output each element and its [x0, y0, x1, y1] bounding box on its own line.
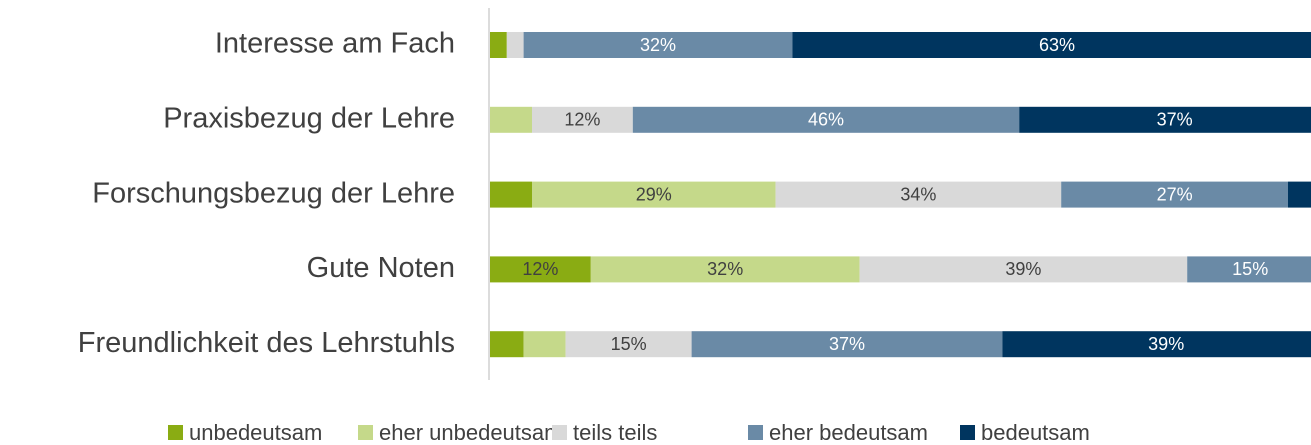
- value-label: 27%: [1157, 184, 1193, 204]
- legend-swatch: [358, 425, 373, 440]
- category-label: Praxisbezug der Lehre: [163, 102, 455, 134]
- bar-segment: [859, 256, 1188, 283]
- category-label: Gute Noten: [307, 252, 455, 284]
- bar-segment: [490, 106, 532, 133]
- legend-label: eher unbedeutsam: [379, 420, 562, 445]
- legend-label: teils teils: [573, 420, 657, 445]
- bar-segment: [1019, 106, 1311, 133]
- value-label: 15%: [611, 334, 647, 354]
- bar-segment: [1061, 181, 1288, 208]
- bar-segment: [490, 181, 532, 208]
- value-label: 34%: [900, 184, 936, 204]
- value-label: 39%: [1148, 334, 1184, 354]
- value-label: 37%: [829, 334, 865, 354]
- bar-segment: [1187, 256, 1311, 283]
- value-label: 32%: [707, 259, 743, 279]
- bar-segment: [523, 331, 566, 358]
- bar-segment: [632, 106, 1020, 133]
- legend-swatch: [748, 425, 763, 440]
- bar-segment: [590, 256, 860, 283]
- bar-segment: [792, 32, 1311, 58]
- legend-label: eher bedeutsam: [769, 420, 928, 445]
- bar-segment: [565, 331, 692, 358]
- value-label: 63%: [1039, 35, 1075, 55]
- value-label: 37%: [1157, 110, 1193, 130]
- value-label: 46%: [808, 110, 844, 130]
- legend-swatch: [552, 425, 567, 440]
- bar-segment: [490, 331, 524, 358]
- bar-segment: [532, 106, 633, 133]
- bar-segment: [1288, 181, 1311, 208]
- category-label: Freundlichkeit des Lehrstuhls: [78, 327, 455, 359]
- category-label: Forschungsbezug der Lehre: [92, 177, 455, 209]
- bar-segment: [506, 32, 524, 58]
- bar-segment: [1002, 331, 1311, 358]
- category-label: Interesse am Fach: [215, 28, 455, 60]
- value-label: 29%: [636, 184, 672, 204]
- value-label: 12%: [564, 110, 600, 130]
- bar-segment: [775, 181, 1062, 208]
- legend-swatch: [960, 425, 975, 440]
- value-label: 15%: [1232, 259, 1268, 279]
- legend-label: unbedeutsam: [189, 420, 322, 445]
- bar-segment: [490, 256, 591, 283]
- bar-segment: [490, 32, 507, 58]
- bar-segment: [523, 32, 793, 58]
- legend-label: bedeutsam: [981, 420, 1090, 445]
- value-label: 32%: [640, 35, 676, 55]
- bar-segment: [532, 181, 776, 208]
- value-label: 39%: [1005, 259, 1041, 279]
- bar-segment: [691, 331, 1003, 358]
- legend-swatch: [168, 425, 183, 440]
- value-label: 12%: [522, 259, 558, 279]
